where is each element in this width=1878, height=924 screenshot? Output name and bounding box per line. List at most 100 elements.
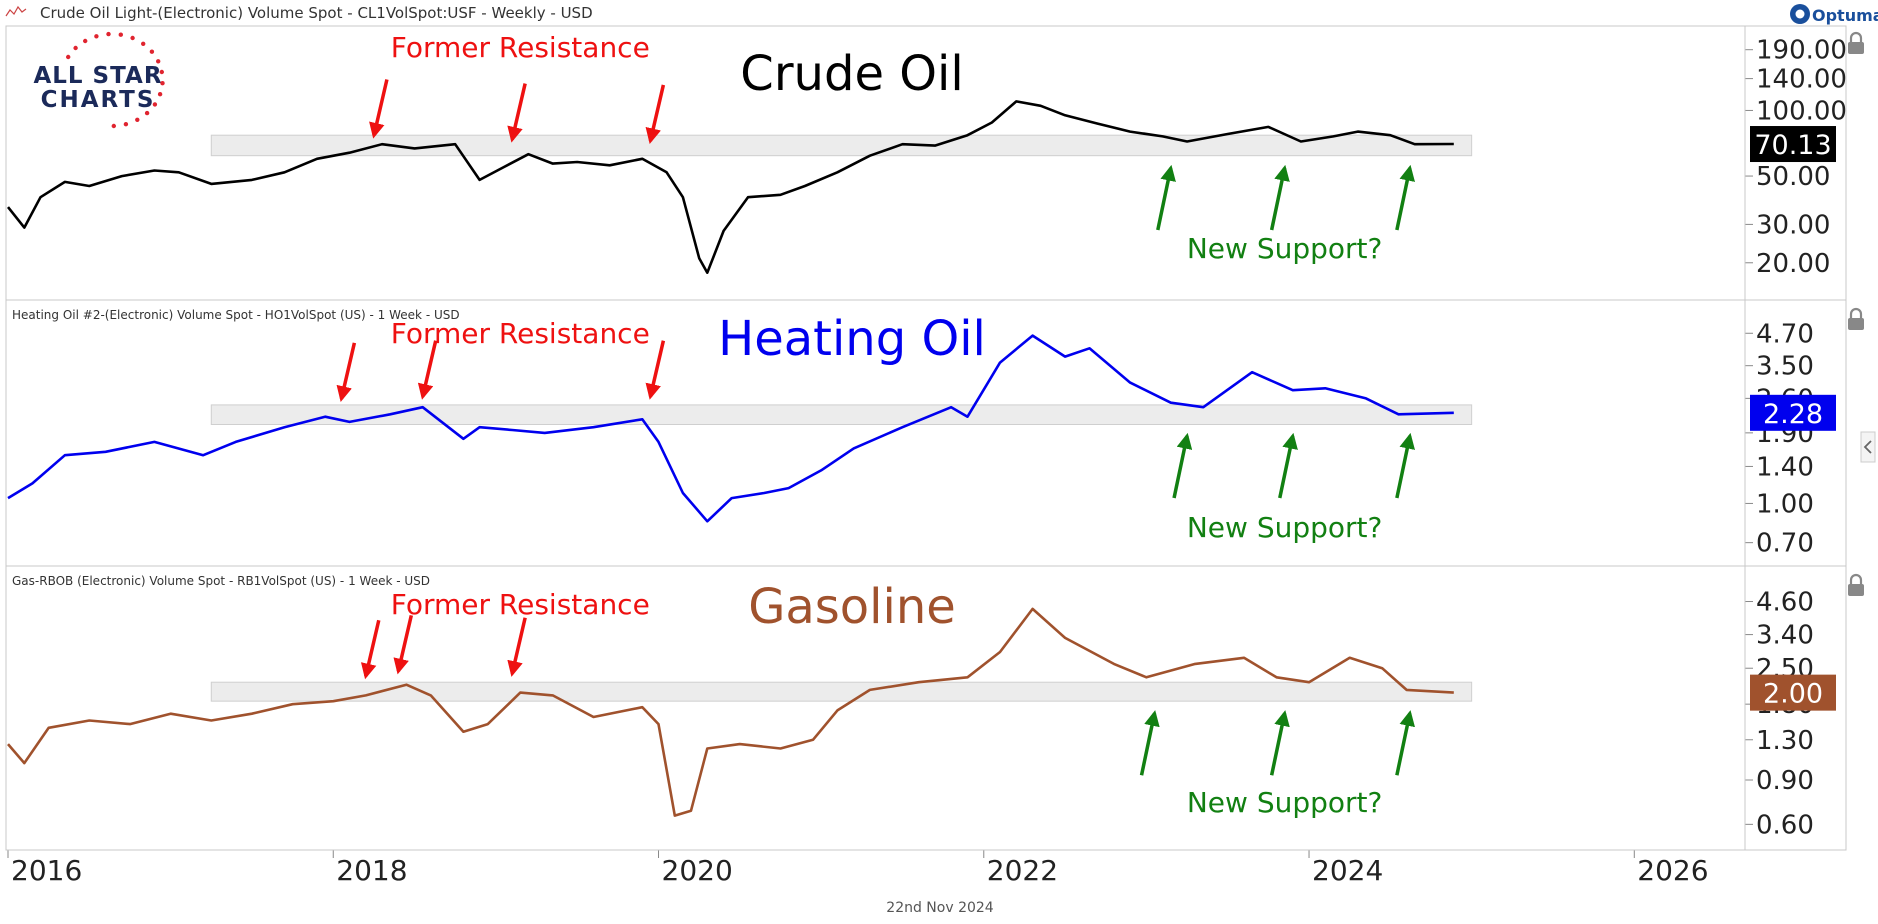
panel-subtitle: Heating Oil #2-(Electronic) Volume Spot … [12,308,460,322]
chart-title: Crude Oil [740,46,963,102]
lock-body [1848,584,1864,596]
all-star-charts-logo: ALL STAR CHARTS [33,31,165,129]
lock-shackle [1849,31,1863,42]
y-tick-label: 20.00 [1756,249,1830,279]
lock-icon[interactable] [1848,573,1864,596]
heating-oil-panel: Heating Oil #2-(Electronic) Volume Spot … [7,307,1864,559]
lock-icon[interactable] [1848,31,1864,54]
logo-star-ring [66,31,165,129]
lock-shackle [1849,307,1863,318]
last-value-badge [1750,126,1836,163]
red-arrow [507,617,527,677]
logo-star [152,102,158,107]
logo-star [149,49,155,54]
y-tick-label: 0.70 [1756,529,1814,559]
x-tick-label: 2020 [662,854,733,887]
y-tick-label: 30.00 [1756,210,1830,240]
y-tick-label: 4.60 [1756,588,1814,618]
gasoline-panel: Gas-RBOB (Electronic) Volume Spot - RB1V… [7,573,1864,840]
lock-icon[interactable] [1848,307,1864,330]
chart-title: Gasoline [748,579,956,635]
last-value-label: 70.13 [1754,130,1831,161]
logo-star [130,35,135,41]
y-tick-label: 190.00 [1756,36,1847,66]
red-arrow [645,84,666,145]
former-resistance-label: Former Resistance [391,31,650,64]
collapse-tab[interactable] [1860,431,1876,463]
new-support-label: New Support? [1187,786,1383,819]
footer-date: 22nd Nov 2024 [886,900,994,916]
former-resistance-label: Former Resistance [391,588,650,621]
former-resistance-label: Former Resistance [391,317,650,350]
y-tick-label: 140.00 [1756,65,1847,95]
header-title: Crude Oil Light-(Electronic) Volume Spot… [40,4,593,22]
red-arrow [645,340,666,400]
heating-oil-series-line [7,334,1454,523]
logo-star [160,81,165,86]
support-band [210,681,1473,702]
green-arrow [1395,164,1415,231]
red-arrow [336,342,357,402]
green-arrow [1269,164,1290,231]
chart-title: Heating Oil [718,311,986,367]
logo-star [144,110,150,116]
logo-star [141,41,146,46]
y-tick-label: 50.00 [1756,162,1830,192]
x-tick-label: 2022 [987,854,1058,887]
logo-star [156,59,161,64]
last-value-badge [1750,674,1836,711]
logo-line2: CHARTS [41,87,156,113]
logo-line1: ALL STAR [33,63,162,89]
logo-star [73,45,78,51]
logo-star [83,38,88,44]
y-tick-label: 1.00 [1756,489,1814,519]
x-tick-label: 2024 [1312,854,1383,887]
y-tick-label: 3.50 [1756,352,1814,382]
last-value-label: 2.28 [1763,399,1823,430]
logo-star [94,34,99,39]
y-tick-label: 0.90 [1756,766,1814,796]
lock-body [1848,318,1864,330]
green-arrow [1278,432,1298,499]
lock-body [1848,42,1864,54]
x-tick-label: 2026 [1637,854,1708,887]
logo-star [123,122,129,127]
logo-star [66,54,71,60]
optuma-logo-icon [1790,4,1810,24]
logo-star [111,123,117,129]
brand-label: Optuma [1812,6,1878,25]
red-arrow [507,83,527,143]
y-tick-label: 0.60 [1756,810,1814,840]
support-band [210,404,1473,426]
collapse-icon[interactable] [1860,431,1876,463]
x-tick-label: 2018 [336,854,407,887]
y-tick-label: 3.40 [1756,621,1814,651]
y-tick-label: 4.70 [1756,319,1814,349]
y-tick-label: 100.00 [1756,96,1847,126]
panel-subtitle: Gas-RBOB (Electronic) Volume Spot - RB1V… [12,574,430,588]
green-arrow [1156,164,1176,231]
last-value-label: 2.00 [1763,679,1823,710]
chevron-left-icon[interactable] [1863,440,1872,454]
lock-shackle [1849,573,1863,584]
y-tick-label: 1.40 [1756,452,1814,482]
y-tick-label: 1.30 [1756,726,1814,756]
logo-star [135,117,140,123]
new-support-label: New Support? [1187,511,1383,544]
logo-star [106,31,111,37]
x-tick-label: 2016 [11,854,82,887]
red-arrow [360,619,381,680]
new-support-label: New Support? [1187,232,1383,265]
green-arrow [1269,710,1290,776]
green-arrow [1172,432,1193,499]
red-arrow [393,614,414,675]
red-arrow [369,79,389,139]
red-arrow [417,340,438,400]
header-icon [5,5,27,17]
crude-oil-series-line [6,100,1454,274]
support-band [210,134,1473,157]
green-arrow [1395,710,1415,776]
